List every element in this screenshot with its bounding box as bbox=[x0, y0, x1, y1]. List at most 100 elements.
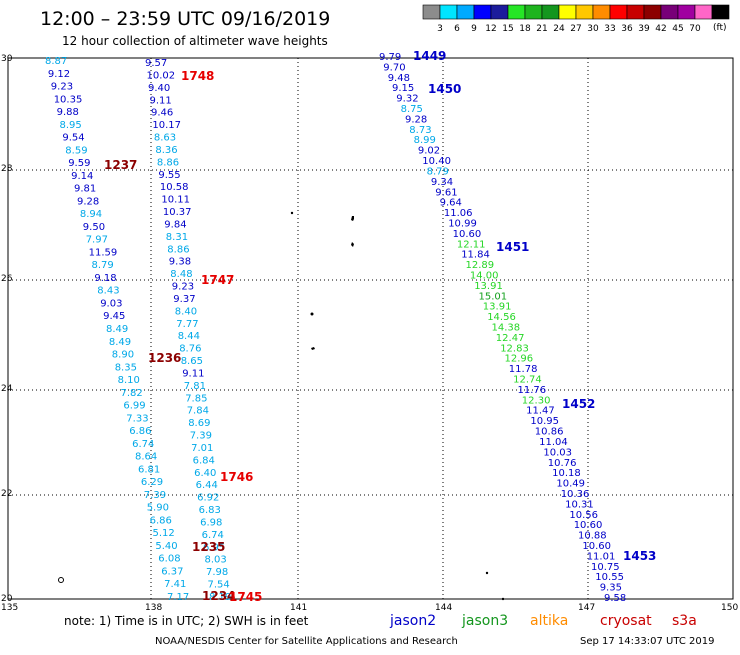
wave-height-value: 14.00 bbox=[470, 271, 499, 282]
colorbar-tick-label: 45 bbox=[672, 24, 683, 34]
wave-height-value: 6.92 bbox=[197, 493, 219, 504]
wave-height-value: 8.87 bbox=[45, 56, 67, 67]
colorbar-swatch bbox=[541, 4, 560, 20]
colorbar-tick-label: 24 bbox=[553, 24, 565, 34]
island-dot bbox=[290, 211, 294, 215]
pass-time-1234: 1234 bbox=[202, 589, 235, 603]
lat-label-22: 22 bbox=[1, 489, 12, 499]
wave-height-value: 8.69 bbox=[188, 418, 210, 429]
colorbar-swatch bbox=[490, 4, 509, 20]
wave-height-value: 10.99 bbox=[448, 219, 477, 230]
wave-height-value: 9.88 bbox=[57, 107, 79, 118]
colorbar-tick-label: 70 bbox=[689, 24, 701, 34]
lon-label-141: 141 bbox=[290, 603, 307, 613]
wave-height-value: 9.84 bbox=[164, 219, 186, 230]
pass-time-1449: 1449 bbox=[413, 49, 446, 63]
colorbar-swatch bbox=[626, 4, 645, 20]
wave-height-value: 10.03 bbox=[543, 447, 572, 458]
lat-label-24: 24 bbox=[1, 384, 13, 394]
wave-height-value: 10.88 bbox=[578, 531, 607, 542]
pass-time-1748: 1748 bbox=[181, 69, 214, 83]
wave-height-value: 7.39 bbox=[190, 431, 212, 442]
wave-height-value: 9.12 bbox=[48, 69, 70, 80]
lat-label-30: 30 bbox=[1, 54, 13, 64]
wave-height-value: 8.43 bbox=[97, 286, 119, 297]
axis-labels: 30 28 26 24 22 20 135 138 141 144 147 15… bbox=[1, 54, 738, 613]
colorbar-tick-label: 21 bbox=[536, 24, 547, 34]
colorbar-tick-label: 9 bbox=[471, 24, 477, 34]
wave-height-value: 14.38 bbox=[492, 323, 521, 334]
wave-height-value: 6.84 bbox=[193, 455, 215, 466]
wave-height-value: 8.86 bbox=[167, 244, 189, 255]
wave-height-value: 9.34 bbox=[431, 177, 453, 188]
wave-height-value: 9.40 bbox=[148, 83, 170, 94]
lat-label-20: 20 bbox=[1, 594, 13, 604]
wave-height-value: 9.23 bbox=[51, 82, 73, 93]
wave-height-value: 9.37 bbox=[173, 294, 195, 305]
wave-height-value: 8.44 bbox=[178, 331, 200, 342]
colorbar-swatch bbox=[473, 4, 492, 20]
wave-height-value: 9.23 bbox=[172, 282, 194, 293]
wave-height-value: 7.82 bbox=[121, 388, 143, 399]
colorbar-tick-label: 33 bbox=[604, 24, 615, 34]
lon-label-138: 138 bbox=[145, 603, 162, 613]
wave-height-value: 9.46 bbox=[151, 108, 173, 119]
island-dot bbox=[310, 312, 314, 316]
wave-height-value: 9.79 bbox=[379, 52, 401, 63]
wave-height-value: 8.99 bbox=[414, 135, 436, 146]
pass-time-1237: 1237 bbox=[104, 158, 137, 172]
wave-height-value: 7.84 bbox=[187, 406, 209, 417]
wave-height-value: 10.76 bbox=[548, 458, 577, 469]
wave-height-value: 12.74 bbox=[513, 375, 542, 386]
colorbar-tick-label: 18 bbox=[519, 24, 531, 34]
wave-height-value: 6.81 bbox=[138, 464, 160, 475]
wave-height-value: 8.65 bbox=[181, 356, 203, 367]
island-dot bbox=[501, 597, 505, 601]
wave-height-value: 10.35 bbox=[54, 94, 83, 105]
footer-credit: NOAA/NESDIS Center for Satellite Applica… bbox=[155, 636, 458, 647]
lat-label-28: 28 bbox=[1, 164, 13, 174]
wave-height-value: 6.86 bbox=[129, 426, 151, 437]
wave-height-value: 8.86 bbox=[157, 157, 179, 168]
wave-height-value: 8.49 bbox=[106, 324, 128, 335]
colorbar-tick-label: 27 bbox=[570, 24, 581, 34]
wave-height-value: 9.81 bbox=[74, 184, 96, 195]
colorbar-swatch bbox=[575, 4, 594, 20]
wave-height-value: 8.73 bbox=[409, 125, 431, 136]
colorbar-swatch bbox=[694, 4, 713, 20]
colorbar-tick-label: 30 bbox=[587, 24, 599, 34]
wave-height-value: 12.83 bbox=[500, 343, 529, 354]
wave-height-value: 7.54 bbox=[208, 580, 230, 591]
lon-label-150: 150 bbox=[721, 603, 738, 613]
wave-height-value: 8.94 bbox=[80, 209, 102, 220]
pass-time-1453: 1453 bbox=[623, 549, 656, 563]
wave-height-value: 10.75 bbox=[591, 562, 620, 573]
wave-height-value: 11.78 bbox=[509, 364, 538, 375]
wave-height-value: 10.17 bbox=[152, 120, 181, 131]
wave-height-value: 9.11 bbox=[182, 369, 204, 380]
wave-height-value: 9.61 bbox=[435, 187, 457, 198]
wave-height-value: 8.63 bbox=[154, 133, 176, 144]
wave-height-value: 9.32 bbox=[396, 94, 418, 105]
wave-height-value: 9.59 bbox=[68, 158, 90, 169]
wave-height-value: 11.47 bbox=[526, 406, 555, 417]
wave-height-value: 9.57 bbox=[145, 58, 167, 69]
colorbar-tick-label: 15 bbox=[502, 24, 513, 34]
wave-height-value: 9.18 bbox=[94, 273, 116, 284]
wave-height-value: 11.01 bbox=[587, 551, 616, 562]
colorbar-tick-label: 3 bbox=[437, 24, 443, 34]
wave-height-value: 9.03 bbox=[100, 299, 122, 310]
wave-height-value: 7.01 bbox=[191, 443, 213, 454]
legend-jason3: jason3 bbox=[461, 613, 508, 629]
wave-height-value: 6.29 bbox=[141, 477, 163, 488]
pass-time-1452: 1452 bbox=[562, 397, 595, 411]
pass-time-1450: 1450 bbox=[428, 82, 461, 96]
island-ring bbox=[58, 577, 64, 583]
wave-height-value: 7.33 bbox=[126, 413, 148, 424]
colorbar-swatch bbox=[558, 4, 577, 20]
wave-height-value: 9.02 bbox=[418, 146, 440, 157]
wave-height-value: 6.44 bbox=[196, 480, 218, 491]
wave-height-value: 10.18 bbox=[552, 468, 581, 479]
